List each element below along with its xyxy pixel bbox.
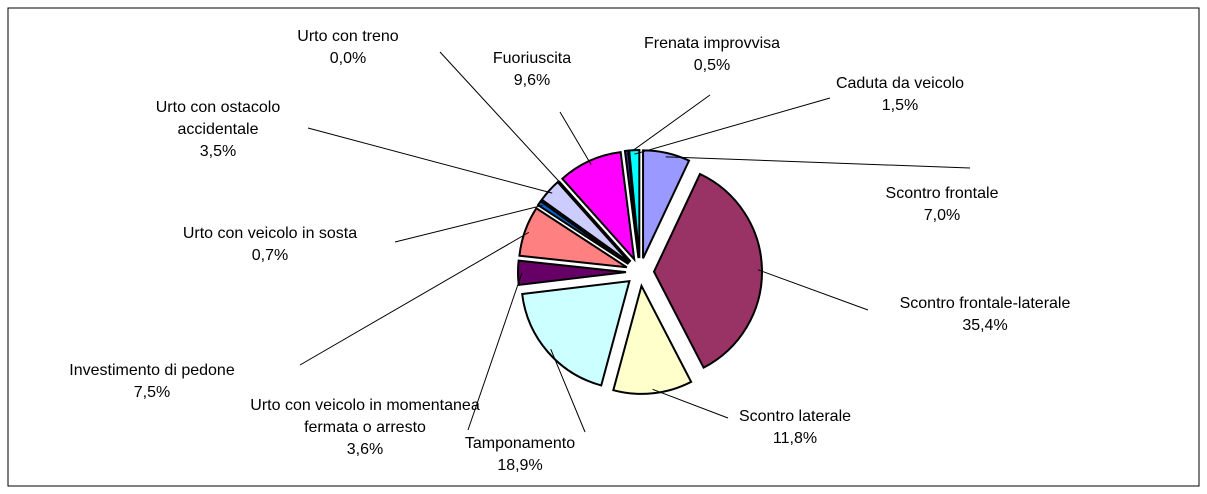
leader-line bbox=[307, 127, 553, 194]
leader-line bbox=[550, 349, 586, 433]
value-label: 1,5% bbox=[881, 97, 919, 114]
value-label: 11,8% bbox=[772, 430, 818, 447]
slice-label: Urto con ostacolo accidentale 3,5% bbox=[133, 97, 303, 163]
category-label: Scontro frontale bbox=[885, 185, 999, 202]
category-label: Urto con treno bbox=[297, 28, 399, 45]
category-label: Investimento di pedone bbox=[69, 362, 235, 379]
category-label: Urto con ostacolo accidentale bbox=[155, 99, 281, 138]
value-label: 9,6% bbox=[513, 72, 551, 89]
value-label: 0,7% bbox=[251, 247, 289, 264]
pie-slice bbox=[652, 172, 763, 370]
leader-line bbox=[757, 269, 869, 311]
slice-label: Frenata improvvisa 0,5% bbox=[602, 33, 822, 77]
slice-label: Scontro laterale 11,8% bbox=[695, 406, 895, 450]
leader-line bbox=[439, 51, 562, 185]
category-label: Fuoriuscita bbox=[492, 50, 572, 67]
leader-line bbox=[652, 388, 729, 419]
leader-line bbox=[299, 231, 530, 366]
slice-label: Urto con veicolo in sosta 0,7% bbox=[140, 223, 400, 267]
category-label: Scontro laterale bbox=[738, 408, 852, 425]
leader-line bbox=[467, 272, 523, 431]
pie-slice bbox=[540, 180, 631, 264]
slice-label: Tamponamento 18,9% bbox=[420, 433, 620, 477]
category-label: Caduta da veicolo bbox=[835, 75, 965, 92]
value-label: 7,5% bbox=[133, 384, 171, 401]
slice-label: Scontro frontale-laterale 35,4% bbox=[855, 293, 1115, 337]
category-label: Scontro frontale-laterale bbox=[899, 295, 1071, 312]
leader-line bbox=[634, 97, 831, 155]
slice-label: Urto con veicolo in momentanea fermata o… bbox=[245, 395, 485, 461]
slice-label: Scontro frontale 7,0% bbox=[842, 183, 1042, 227]
value-label: 3,5% bbox=[199, 143, 237, 160]
pie-slice bbox=[642, 149, 691, 259]
pie-slice bbox=[517, 259, 627, 287]
category-label: Tamponamento bbox=[464, 435, 576, 452]
pie-slice bbox=[628, 149, 641, 259]
value-label: 0,0% bbox=[329, 50, 367, 67]
category-label: Urto con veicolo in momentanea fermata o… bbox=[250, 397, 480, 436]
category-label: Urto con veicolo in sosta bbox=[182, 225, 358, 242]
slice-label: Investimento di pedone 7,5% bbox=[22, 360, 282, 404]
value-label: 35,4% bbox=[962, 317, 1008, 334]
leader-line bbox=[394, 204, 543, 243]
slice-label: Fuoriuscita 9,6% bbox=[452, 48, 612, 92]
leader-line bbox=[626, 94, 711, 156]
category-label: Frenata improvvisa bbox=[643, 35, 781, 52]
pie-slice bbox=[612, 283, 693, 395]
value-label: 3,6% bbox=[346, 441, 384, 458]
pie-slice bbox=[521, 279, 631, 387]
value-label: 7,0% bbox=[923, 207, 961, 224]
slice-label: Urto con treno 0,0% bbox=[248, 26, 448, 70]
value-label: 18,9% bbox=[497, 457, 543, 474]
value-label: 0,5% bbox=[693, 57, 731, 74]
pie-slice bbox=[518, 206, 628, 269]
leader-line bbox=[665, 156, 971, 169]
pie-slice bbox=[536, 199, 630, 265]
slice-label: Caduta da veicolo 1,5% bbox=[800, 73, 1000, 117]
leader-line bbox=[559, 111, 592, 165]
